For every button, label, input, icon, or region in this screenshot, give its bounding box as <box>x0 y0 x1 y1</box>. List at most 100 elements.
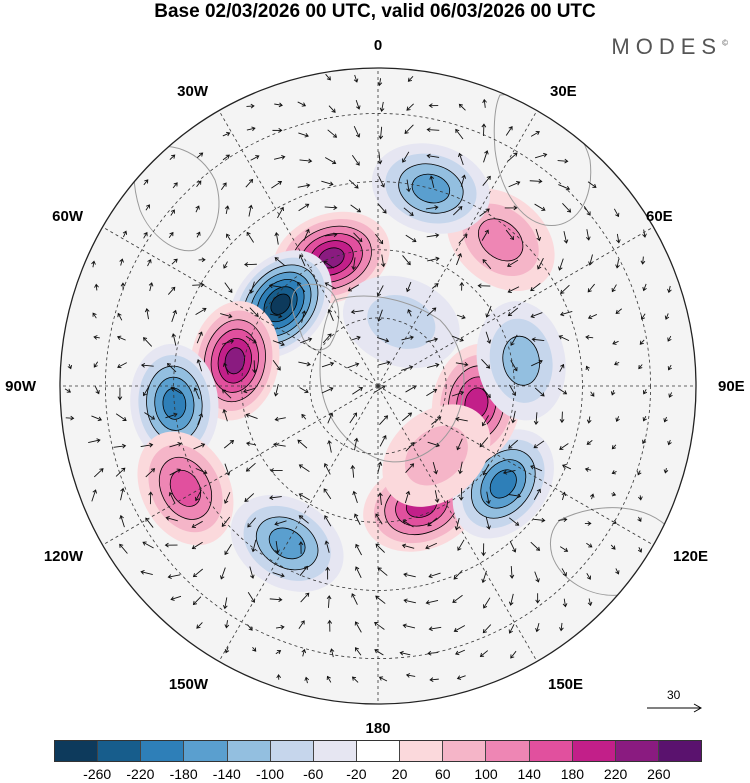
wind-arrow <box>115 413 127 421</box>
wind-arrow <box>94 283 99 291</box>
wind-arrow <box>193 387 200 400</box>
wind-arrow <box>561 464 572 470</box>
wind-arrow <box>298 541 304 554</box>
wind-arrow <box>271 180 283 189</box>
wind-arrow <box>172 182 178 189</box>
wind-arrow <box>224 282 233 293</box>
wind-arrow <box>481 123 487 137</box>
wind-arrow <box>355 566 362 578</box>
wind-arrow <box>559 411 565 424</box>
wind-arrow <box>612 340 619 345</box>
wind-arrow <box>324 205 338 210</box>
wind-arrow <box>120 487 125 501</box>
meridian-line <box>218 110 379 387</box>
wind-arrow <box>349 412 357 424</box>
wind-arrow <box>535 228 542 242</box>
wind-arrow <box>196 152 204 158</box>
wind-arrow <box>530 465 543 472</box>
colorbar-swatch <box>184 741 228 761</box>
wind-arrow <box>482 175 491 186</box>
wind-arrow <box>509 566 515 579</box>
wind-arrow <box>191 541 203 550</box>
anomaly-contour <box>489 469 517 499</box>
wind-arrow <box>268 283 282 289</box>
wind-arrow <box>425 205 439 210</box>
wind-arrow <box>168 231 174 239</box>
wind-arrow <box>511 410 516 424</box>
wind-arrow <box>426 233 440 238</box>
colorbar-swatch <box>615 741 659 761</box>
wind-arrow <box>562 203 572 213</box>
wind-arrow <box>196 231 201 238</box>
wind-arrow <box>405 234 417 243</box>
wind-arrow <box>192 596 202 606</box>
wind-arrow <box>303 228 310 241</box>
wind-arrow <box>220 313 233 319</box>
wind-arrow <box>324 232 338 238</box>
wind-arrow <box>502 469 516 475</box>
wind-arrow <box>533 412 539 426</box>
wind-arrow <box>88 438 101 444</box>
wind-arrow <box>324 282 337 290</box>
meridian-line <box>377 110 538 387</box>
wind-arrow <box>275 624 285 630</box>
wind-arrow <box>458 461 463 475</box>
wind-arrow <box>323 488 332 500</box>
meridian-line <box>102 226 379 387</box>
wind-arrow <box>221 389 232 399</box>
wind-arrow <box>638 495 643 501</box>
wind-arrow <box>586 572 591 580</box>
wind-arrow <box>482 624 492 634</box>
wind-arrow <box>377 151 383 165</box>
wind-arrow <box>223 261 228 269</box>
wind-arrow <box>531 359 543 367</box>
wind-arrow <box>374 621 385 630</box>
wind-arrow <box>402 623 416 629</box>
wind-arrow <box>166 362 177 373</box>
wind-arrow <box>301 648 307 657</box>
wind-arrow <box>479 208 490 217</box>
wind-arrow <box>351 593 358 605</box>
wind-arrow <box>352 387 364 395</box>
colorbar-tick-label: -140 <box>212 766 241 782</box>
wind-arrow <box>404 490 411 504</box>
wind-arrow <box>304 676 310 684</box>
wind-arrow <box>300 337 313 344</box>
wind-arrow <box>297 439 308 449</box>
wind-arrow <box>425 337 439 343</box>
wind-arrow <box>614 361 620 366</box>
wind-arrow <box>298 493 310 501</box>
wind-arrow <box>504 205 518 211</box>
wind-arrow <box>458 487 464 501</box>
wind-arrow <box>195 307 207 315</box>
wind-arrow <box>301 413 307 420</box>
wind-arrow <box>170 595 182 601</box>
wind-arrow <box>481 570 487 584</box>
wind-arrow <box>508 493 522 499</box>
wind-arrow <box>667 335 672 342</box>
wind-arrow <box>327 412 334 424</box>
wind-arrow <box>93 335 100 340</box>
wind-arrow <box>558 335 570 342</box>
wind-arrow <box>300 592 310 603</box>
colorbar-tick-label: 20 <box>391 766 408 782</box>
meridian-line <box>377 385 654 546</box>
modes-logo: MODES© <box>611 34 728 60</box>
lon-label-0: 0 <box>374 37 382 54</box>
wind-arrow <box>611 470 617 475</box>
wind-arrow <box>297 183 311 188</box>
wind-arrow <box>252 360 257 374</box>
wind-arrow <box>535 623 540 633</box>
wind-arrow <box>92 312 97 319</box>
wind-arrow <box>453 570 463 580</box>
wind-arrow <box>196 358 203 372</box>
wind-arrow <box>252 646 257 652</box>
wind-arrow <box>379 415 389 425</box>
wind-arrow <box>91 260 96 268</box>
wind-arrow <box>378 676 388 682</box>
wind-arrow <box>165 412 178 419</box>
wind-arrow <box>222 408 228 422</box>
wind-arrow <box>244 493 255 503</box>
lon-label-30e: 30E <box>550 83 577 100</box>
wind-arrow <box>401 335 414 341</box>
